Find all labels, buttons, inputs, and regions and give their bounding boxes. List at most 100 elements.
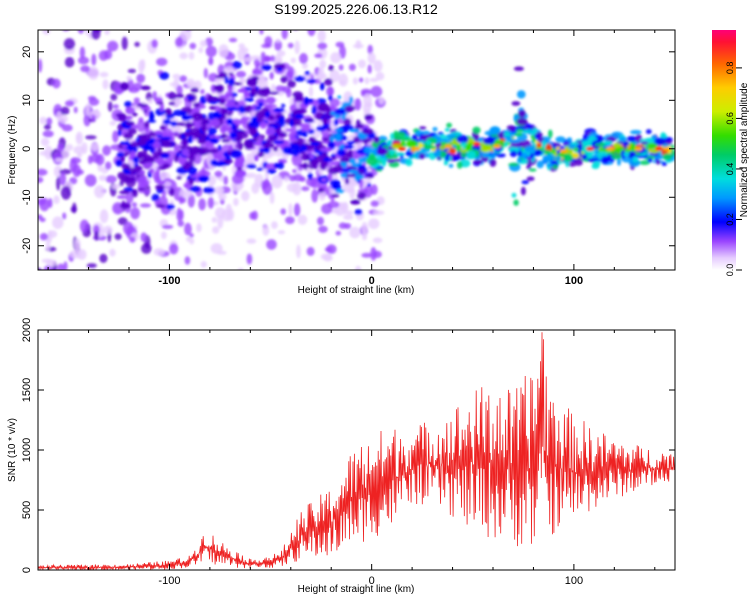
- heatmap-cell: [60, 186, 72, 200]
- heatmap-cell: [393, 136, 404, 141]
- heatmap-cell: [39, 116, 47, 125]
- heatmap-cell: [77, 56, 90, 65]
- heatmap-cell: [104, 30, 110, 35]
- heatmap-cell: [99, 71, 109, 78]
- heatmap-cell: [60, 106, 70, 116]
- heatmap-cell: [132, 82, 143, 91]
- heatmap-cell: [544, 149, 552, 155]
- heatmap-cell: [189, 233, 194, 238]
- heatmap-cell: [283, 176, 290, 182]
- snr-series-line: [38, 332, 675, 570]
- heatmap-cell: [352, 44, 364, 49]
- heatmap-cell: [261, 43, 272, 49]
- heatmap-cell: [313, 78, 322, 84]
- heatmap-cell: [273, 162, 280, 169]
- heatmap-cell: [169, 82, 179, 87]
- heatmap-cell: [212, 226, 220, 234]
- heatmap-cell: [456, 161, 463, 169]
- heatmap-cell: [59, 172, 67, 186]
- heatmap-cell: [369, 77, 379, 82]
- figure-title: S199.2025.226.06.13.R12: [274, 1, 438, 17]
- heatmap-cell: [292, 109, 299, 115]
- heatmap-cell: [581, 154, 588, 160]
- heatmap-cell: [389, 149, 394, 156]
- heatmap-cell: [210, 159, 216, 166]
- heatmap-cell: [330, 52, 342, 64]
- heatmap-cell: [169, 187, 175, 197]
- heatmap-cell: [62, 30, 69, 32]
- heatmap-cell: [139, 203, 152, 208]
- heatmap-cell: [503, 140, 508, 148]
- heatmap-peak: [398, 146, 406, 151]
- heatmap-cell: [202, 124, 207, 134]
- heatmap-cell: [57, 263, 65, 270]
- heatmap-cell: [322, 116, 329, 125]
- heatmap-cell: [84, 174, 97, 187]
- heatmap-cell: [209, 135, 222, 139]
- heatmap-cell: [333, 118, 339, 126]
- heatmap-cell: [296, 244, 301, 259]
- heatmap-cell: [361, 232, 368, 241]
- heatmap-cell: [302, 62, 308, 70]
- heatmap-cell: [237, 89, 248, 93]
- heatmap-cell: [181, 138, 188, 147]
- heatmap-cell: [208, 175, 217, 186]
- heatmap-cell: [339, 45, 346, 59]
- heatmap-cell: [109, 248, 116, 257]
- heatmap-cell: [418, 126, 427, 130]
- heatmap-peak: [559, 149, 568, 154]
- heatmap-cell: [230, 149, 243, 159]
- heatmap-cell: [489, 126, 501, 135]
- heatmap-cell: [54, 285, 65, 290]
- heatmap-cell: [37, 321, 48, 330]
- heatmap-cell: [509, 150, 518, 158]
- heatmap-cell: [159, 102, 165, 112]
- heatmap-cell: [552, 164, 559, 170]
- heatmap-cell: [367, 44, 373, 55]
- heatmap-cell: [59, 114, 68, 124]
- heatmap-cell: [293, 203, 301, 217]
- heatmap-peak: [654, 146, 663, 151]
- heatmap-cell: [224, 102, 236, 108]
- heatmap-cell: [339, 158, 351, 163]
- heatmap-cell: [180, 110, 187, 117]
- heatmap-cell: [192, 112, 203, 121]
- heatmap-cell: [129, 236, 136, 243]
- heatmap-cell: [320, 253, 332, 260]
- heatmap-cell: [253, 154, 259, 162]
- heatmap-cell: [345, 174, 356, 178]
- heatmap-cell: [47, 230, 53, 243]
- heatmap-cell: [346, 210, 354, 215]
- heatmap-cell: [285, 128, 294, 132]
- heatmap-cell: [292, 182, 302, 196]
- heatmap-cell: [120, 141, 129, 146]
- heatmap-cell: [341, 114, 346, 120]
- heatmap-cell: [119, 181, 124, 187]
- heatmap-cell: [536, 160, 544, 169]
- heatmap-cell: [256, 119, 264, 123]
- heatmap-cell: [370, 85, 383, 98]
- heatmap-cell: [349, 96, 354, 104]
- heatmap-cell: [203, 186, 215, 194]
- heatmap-cell: [405, 158, 413, 167]
- heatmap-cell: [111, 183, 121, 190]
- heatmap-cell: [508, 162, 519, 167]
- heatmap-cell: [252, 69, 263, 76]
- heatmap-cell: [61, 0, 72, 5]
- heatmap-cell: [76, 134, 81, 141]
- heatmap-cell: [630, 144, 637, 151]
- heatmap-cell: [159, 125, 166, 131]
- heatmap-cell: [119, 190, 130, 195]
- heatmap-cell: [263, 142, 275, 149]
- heatmap-cell: [629, 130, 642, 135]
- heatmap-cell: [127, 68, 137, 74]
- heatmap-cell: [268, 91, 280, 95]
- heatmap-cell: [443, 160, 448, 166]
- y-tick-label: 0: [21, 146, 33, 152]
- heatmap-cell: [209, 11, 214, 16]
- heatmap-cell: [36, 301, 47, 311]
- heatmap-cell: [198, 198, 206, 211]
- heatmap-cell: [329, 98, 341, 108]
